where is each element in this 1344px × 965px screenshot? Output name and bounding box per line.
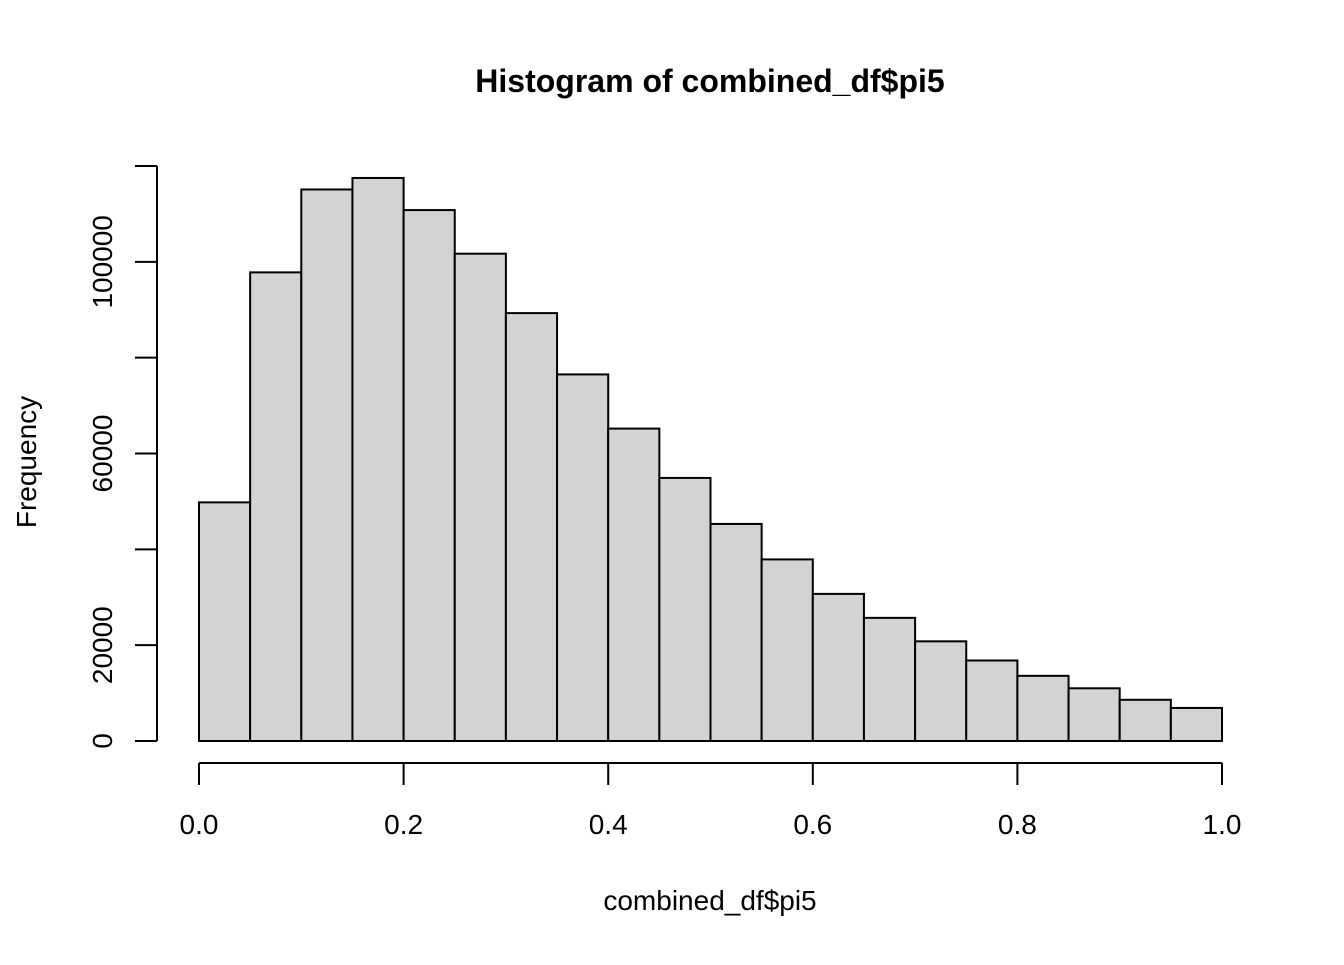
y-tick-label: 100000 [87,215,118,308]
x-tick-label: 0.4 [589,809,628,840]
histogram-bar [1169,706,1223,742]
y-axis: 0 20000 60000 100000 [87,165,158,749]
histogram-bar [914,640,968,742]
x-tick-label: 1.0 [1203,809,1242,840]
histogram-bar [1067,687,1121,743]
histogram-bar [862,616,917,743]
y-axis-label: Frequency [11,396,42,528]
histogram-bar [249,271,303,742]
histogram-bar [556,373,610,742]
histogram-bar [453,252,507,742]
chart-title: Histogram of combined_df$pi5 [475,63,944,99]
histogram-bar [504,312,559,742]
x-axis: 0.0 0.2 0.4 0.6 0.8 1.0 [180,762,1242,840]
x-axis-label: combined_df$pi5 [603,885,816,916]
histogram-bar [709,522,763,742]
x-tick-label: 0.6 [793,809,832,840]
histogram-bar [300,188,354,742]
x-tick-label: 0.2 [384,809,423,840]
histogram-bar [198,501,252,742]
histogram-bar [1016,674,1070,742]
histogram-bar [1118,698,1172,743]
histogram-bar [965,659,1019,742]
y-tick-label: 0 [87,733,118,749]
histogram-bar [811,592,865,742]
y-tick-label: 60000 [87,415,118,493]
x-tick-label: 0.8 [998,809,1037,840]
y-tick-label: 20000 [87,606,118,684]
bars-group [198,176,1223,743]
x-tick-label: 0.0 [180,809,219,840]
histogram-bar [607,427,661,742]
histogram-bar [658,476,712,742]
histogram-bar [402,209,456,743]
histogram-bar [760,558,814,742]
histogram-bar [351,176,405,742]
